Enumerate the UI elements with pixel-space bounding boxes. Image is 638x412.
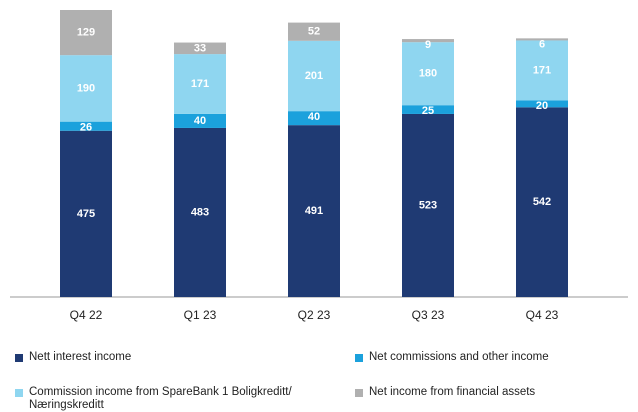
data-label: 40	[194, 115, 206, 127]
data-label: 171	[533, 64, 551, 76]
data-label: 33	[194, 42, 206, 54]
bar-segment	[516, 107, 568, 297]
bar-segment	[60, 10, 112, 56]
legend-swatch	[355, 354, 363, 362]
bar-segment	[516, 100, 568, 108]
data-label: 491	[305, 205, 323, 217]
data-label: 40	[308, 111, 320, 123]
bar-segment	[60, 55, 112, 122]
x-tick-label: Q4 23	[526, 308, 559, 322]
bar-segment	[516, 40, 568, 101]
bar-segment	[174, 127, 226, 297]
data-label: 129	[77, 26, 95, 38]
bar-segment	[402, 113, 454, 297]
x-tick-label: Q4 22	[70, 308, 103, 322]
data-label: 52	[308, 26, 320, 38]
x-tick-label: Q3 23	[412, 308, 445, 322]
data-label: 25	[422, 105, 434, 117]
legend-swatch	[15, 389, 23, 397]
bar-segment	[288, 22, 340, 41]
bar-segment	[402, 39, 454, 43]
data-label: 9	[425, 39, 431, 51]
bar-segment	[288, 111, 340, 126]
bar-segment	[288, 125, 340, 298]
bar-segment	[402, 42, 454, 106]
data-label: 523	[419, 199, 437, 211]
bar-segment	[60, 130, 112, 297]
x-tick-label: Q2 23	[298, 308, 331, 322]
bar-segment	[174, 42, 226, 55]
bar-segment	[174, 54, 226, 114]
bar-segment	[60, 121, 112, 131]
data-label: 475	[77, 208, 95, 220]
bar-segment	[288, 40, 340, 112]
data-label: 171	[191, 78, 209, 90]
data-label: 190	[77, 82, 95, 94]
data-label: 180	[419, 68, 437, 80]
data-label: 201	[305, 70, 323, 82]
bar-segment	[402, 105, 454, 114]
legend-label: Commission income from SpareBank 1 Bolig…	[29, 386, 292, 411]
data-label: 20	[536, 100, 548, 112]
x-tick-label: Q1 23	[184, 308, 217, 322]
data-label: 6	[539, 38, 545, 50]
data-label: 542	[533, 196, 551, 208]
bar-segment	[174, 113, 226, 128]
legend-label: Nett interest income	[29, 351, 132, 363]
legend-label: Net commissions and other income	[369, 351, 549, 363]
legend-label: Net income from financial assets	[369, 386, 536, 398]
legend-swatch	[15, 354, 23, 362]
data-label: 26	[80, 122, 92, 134]
bar-segment	[516, 38, 568, 41]
data-label: 483	[191, 206, 209, 218]
legend-swatch	[355, 389, 363, 397]
